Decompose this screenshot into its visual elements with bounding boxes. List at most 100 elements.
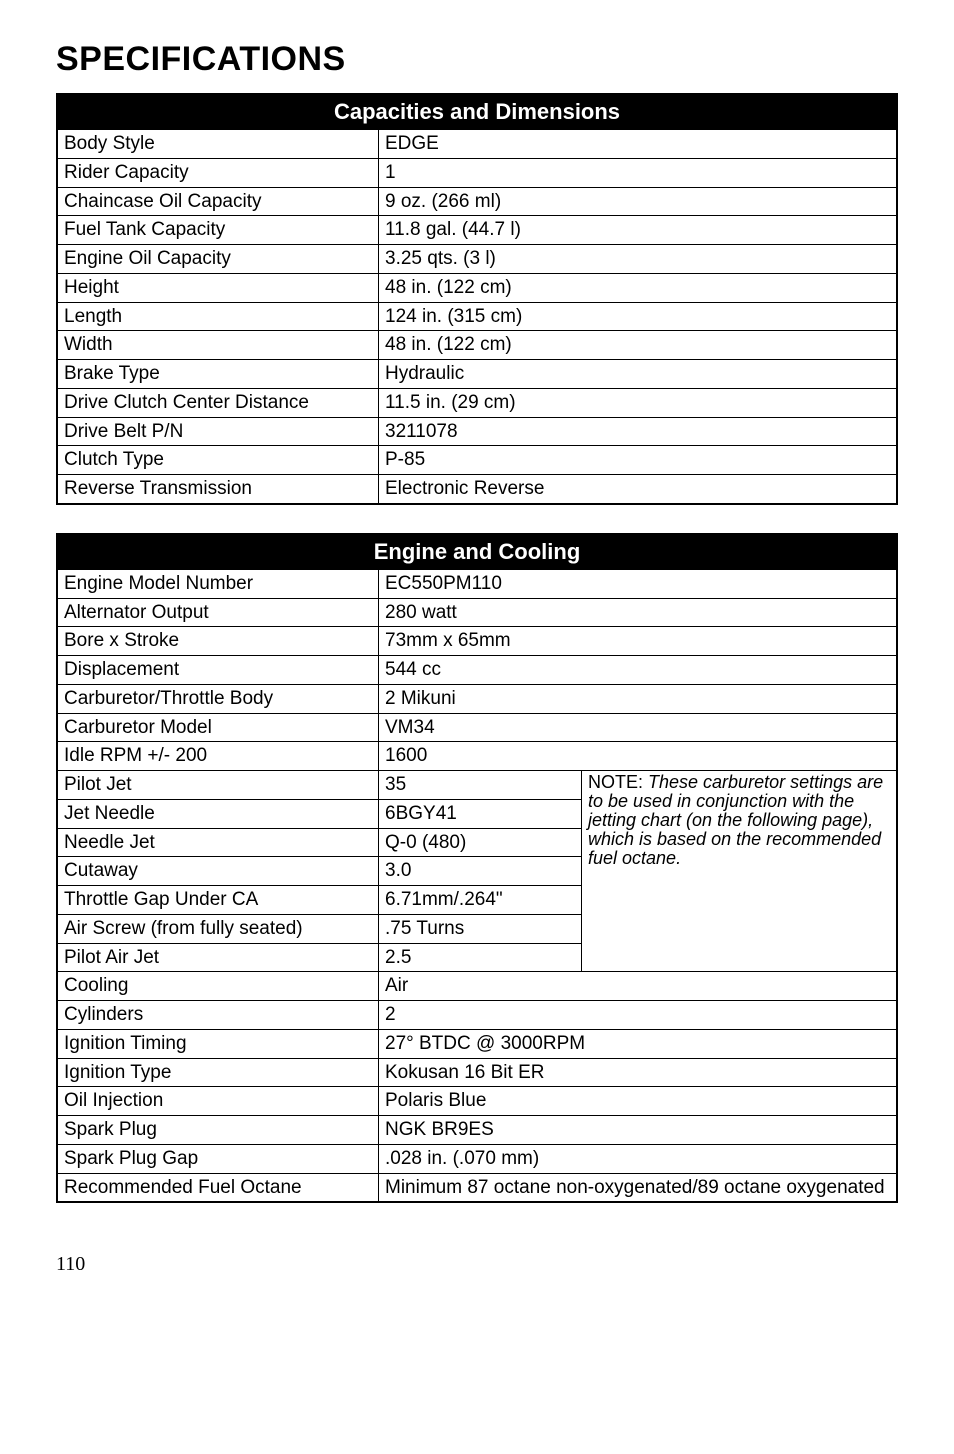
spec-value: 2 Mikuni <box>379 684 898 713</box>
spec-value: 1 <box>379 158 898 187</box>
spec-label: Cylinders <box>57 1001 379 1030</box>
spec-label: Spark Plug <box>57 1116 379 1145</box>
table-row: Drive Clutch Center Distance11.5 in. (29… <box>57 388 897 417</box>
table-row: Oil InjectionPolaris Blue <box>57 1087 897 1116</box>
spec-value: 2 <box>379 1001 898 1030</box>
spec-label: Recommended Fuel Octane <box>57 1173 379 1202</box>
spec-value: 280 watt <box>379 598 898 627</box>
spec-label: Width <box>57 331 379 360</box>
spec-label: Bore x Stroke <box>57 627 379 656</box>
spec-label: Pilot Air Jet <box>57 943 379 972</box>
spec-label: Cooling <box>57 972 379 1001</box>
spec-value: Q-0 (480) <box>379 828 582 857</box>
table-row: Spark Plug Gap.028 in. (.070 mm) <box>57 1144 897 1173</box>
spec-label: Chaincase Oil Capacity <box>57 187 379 216</box>
spec-value: 9 oz. (266 ml) <box>379 187 898 216</box>
spec-label: Fuel Tank Capacity <box>57 216 379 245</box>
spec-value: EC550PM110 <box>379 569 898 598</box>
table-row: Cylinders2 <box>57 1001 897 1030</box>
engine-header: Engine and Cooling <box>57 534 897 570</box>
spec-label: Alternator Output <box>57 598 379 627</box>
spec-value: 11.8 gal. (44.7 l) <box>379 216 898 245</box>
spec-label: Engine Oil Capacity <box>57 245 379 274</box>
table-row: Recommended Fuel OctaneMinimum 87 octane… <box>57 1173 897 1202</box>
table-row: Bore x Stroke73mm x 65mm <box>57 627 897 656</box>
spec-value: 11.5 in. (29 cm) <box>379 388 898 417</box>
spec-value: Electronic Reverse <box>379 475 898 504</box>
spec-label: Clutch Type <box>57 446 379 475</box>
spec-label: Carburetor/Throttle Body <box>57 684 379 713</box>
spec-label: Ignition Timing <box>57 1029 379 1058</box>
table-row: Engine Oil Capacity3.25 qts. (3 l) <box>57 245 897 274</box>
table-row: Fuel Tank Capacity11.8 gal. (44.7 l) <box>57 216 897 245</box>
spec-label: Engine Model Number <box>57 569 379 598</box>
table-row: Brake TypeHydraulic <box>57 360 897 389</box>
spec-label: Throttle Gap Under CA <box>57 886 379 915</box>
spec-label: Drive Belt P/N <box>57 417 379 446</box>
spec-label: Idle RPM +/- 200 <box>57 742 379 771</box>
spec-value: P-85 <box>379 446 898 475</box>
table-row: Drive Belt P/N3211078 <box>57 417 897 446</box>
table-row: Engine Model NumberEC550PM110 <box>57 569 897 598</box>
spec-label: Oil Injection <box>57 1087 379 1116</box>
spec-label: Height <box>57 273 379 302</box>
spec-value: .028 in. (.070 mm) <box>379 1144 898 1173</box>
table-row: Chaincase Oil Capacity9 oz. (266 ml) <box>57 187 897 216</box>
spec-value: .75 Turns <box>379 914 582 943</box>
table-row: Pilot Jet 35 NOTE: These carburetor sett… <box>57 771 897 800</box>
table-row: Carburetor ModelVM34 <box>57 713 897 742</box>
spec-label: Ignition Type <box>57 1058 379 1087</box>
spec-label: Cutaway <box>57 857 379 886</box>
spec-value: 73mm x 65mm <box>379 627 898 656</box>
spec-value: Kokusan 16 Bit ER <box>379 1058 898 1087</box>
table-row: Reverse TransmissionElectronic Reverse <box>57 475 897 504</box>
table-row: Carburetor/Throttle Body2 Mikuni <box>57 684 897 713</box>
spec-label: Needle Jet <box>57 828 379 857</box>
spec-label: Displacement <box>57 656 379 685</box>
page-number: 110 <box>56 1253 898 1276</box>
table-row: Ignition Timing27° BTDC @ 3000RPM <box>57 1029 897 1058</box>
table-row: Height48 in. (122 cm) <box>57 273 897 302</box>
spec-value: 544 cc <box>379 656 898 685</box>
table-row: Width48 in. (122 cm) <box>57 331 897 360</box>
spec-value: 2.5 <box>379 943 582 972</box>
table-row: Clutch TypeP-85 <box>57 446 897 475</box>
spec-value: Hydraulic <box>379 360 898 389</box>
spec-label: Spark Plug Gap <box>57 1144 379 1173</box>
spec-value: 35 <box>379 771 582 800</box>
page-title: SPECIFICATIONS <box>56 40 898 79</box>
spec-value: 6.71mm/.264" <box>379 886 582 915</box>
table-row: Body StyleEDGE <box>57 130 897 159</box>
spec-value: 6BGY41 <box>379 799 582 828</box>
spec-label: Length <box>57 302 379 331</box>
note-prefix: NOTE: <box>588 772 648 792</box>
spec-value: 1600 <box>379 742 898 771</box>
spec-label: Body Style <box>57 130 379 159</box>
spec-value: 48 in. (122 cm) <box>379 273 898 302</box>
table-row: Length124 in. (315 cm) <box>57 302 897 331</box>
spec-label: Jet Needle <box>57 799 379 828</box>
spec-value: 3.25 qts. (3 l) <box>379 245 898 274</box>
table-row: CoolingAir <box>57 972 897 1001</box>
spec-label: Brake Type <box>57 360 379 389</box>
spec-value: 48 in. (122 cm) <box>379 331 898 360</box>
carburetor-note: NOTE: These carburetor settings are to b… <box>582 771 898 972</box>
spec-value: NGK BR9ES <box>379 1116 898 1145</box>
spec-label: Carburetor Model <box>57 713 379 742</box>
spec-label: Drive Clutch Center Distance <box>57 388 379 417</box>
capacities-table: Capacities and Dimensions Body StyleEDGE… <box>56 93 898 505</box>
table-row: Rider Capacity1 <box>57 158 897 187</box>
spec-value: 124 in. (315 cm) <box>379 302 898 331</box>
spec-label: Rider Capacity <box>57 158 379 187</box>
spec-value: Minimum 87 octane non-oxygenated/89 octa… <box>379 1173 898 1202</box>
spec-value: 3211078 <box>379 417 898 446</box>
spec-value: Air <box>379 972 898 1001</box>
engine-table: Engine and Cooling Engine Model NumberEC… <box>56 533 898 1204</box>
spec-label: Air Screw (from fully seated) <box>57 914 379 943</box>
spec-value: 3.0 <box>379 857 582 886</box>
table-row: Alternator Output280 watt <box>57 598 897 627</box>
spec-label: Reverse Transmission <box>57 475 379 504</box>
table-row: Spark PlugNGK BR9ES <box>57 1116 897 1145</box>
spec-value: VM34 <box>379 713 898 742</box>
table-row: Ignition TypeKokusan 16 Bit ER <box>57 1058 897 1087</box>
